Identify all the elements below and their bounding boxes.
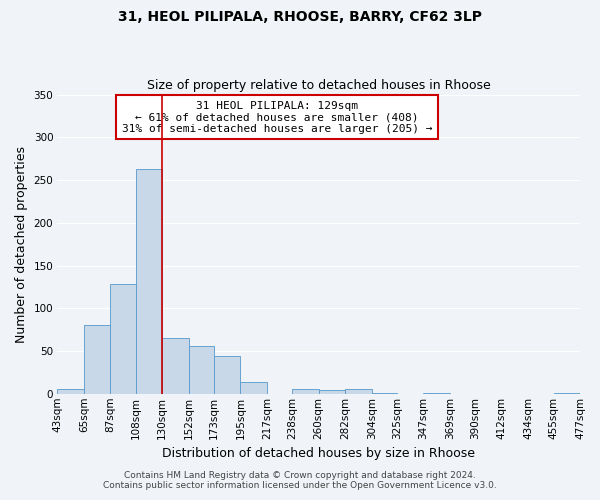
Bar (58, 388, 84, 394)
Bar (241, 382, 267, 394)
Y-axis label: Number of detached properties: Number of detached properties (15, 146, 28, 342)
Text: 31 HEOL PILIPALA: 129sqm
← 61% of detached houses are smaller (408)
31% of semi-: 31 HEOL PILIPALA: 129sqm ← 61% of detach… (122, 100, 432, 134)
Text: Contains HM Land Registry data © Crown copyright and database right 2024.
Contai: Contains HM Land Registry data © Crown c… (103, 470, 497, 490)
Title: Size of property relative to detached houses in Rhoose: Size of property relative to detached ho… (147, 79, 491, 92)
Bar (110, 284, 136, 394)
Bar (84, 324, 110, 394)
Bar (292, 388, 319, 394)
Bar (554, 393, 580, 394)
Bar (345, 390, 372, 394)
Bar (319, 390, 345, 394)
Bar (372, 393, 397, 394)
Bar (162, 338, 189, 394)
Bar (214, 356, 241, 394)
Text: 31, HEOL PILIPALA, RHOOSE, BARRY, CF62 3LP: 31, HEOL PILIPALA, RHOOSE, BARRY, CF62 3… (118, 10, 482, 24)
Bar (424, 393, 450, 394)
Bar (136, 169, 162, 394)
Bar (189, 346, 214, 394)
X-axis label: Distribution of detached houses by size in Rhoose: Distribution of detached houses by size … (162, 447, 475, 460)
